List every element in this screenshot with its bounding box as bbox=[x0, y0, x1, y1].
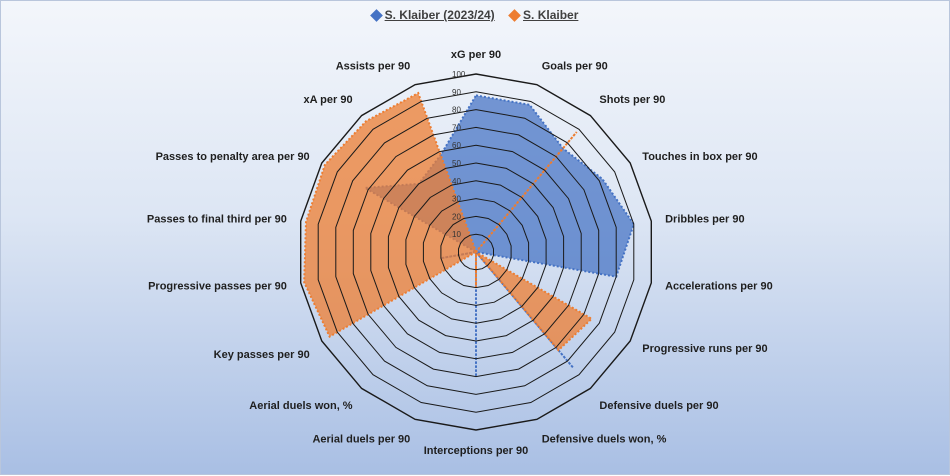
axis-label-18: Assists per 90 bbox=[336, 61, 411, 73]
tick-label-40: 40 bbox=[452, 177, 461, 186]
tick-label-20: 20 bbox=[452, 212, 461, 221]
grid-ring-80 bbox=[335, 109, 617, 395]
legend-item-series-2[interactable]: S. Klaiber bbox=[508, 8, 579, 22]
legend-label-series-2: S. Klaiber bbox=[523, 8, 579, 22]
tick-label-100: 100 bbox=[452, 70, 466, 79]
axis-label-5: Dribbles per 90 bbox=[665, 214, 744, 226]
axis-label-3: Shots per 90 bbox=[599, 94, 665, 106]
grid-ring-60 bbox=[370, 144, 582, 360]
axis-label-7: Progressive runs per 90 bbox=[642, 343, 767, 355]
grid-ring-40 bbox=[405, 180, 547, 324]
axis-label-13: Key passes per 90 bbox=[214, 349, 310, 361]
tick-label-90: 90 bbox=[452, 88, 461, 97]
axis-label-10: Interceptions per 90 bbox=[424, 445, 529, 457]
axis-label-6: Accelerations per 90 bbox=[665, 280, 773, 292]
axis-label-12: Aerial duels won, % bbox=[249, 400, 353, 412]
axis-label-17: xA per 90 bbox=[303, 94, 352, 106]
grid-ring-100 bbox=[300, 73, 652, 431]
grid-ring-90 bbox=[317, 91, 635, 413]
axis-label-11: Aerial duels per 90 bbox=[312, 433, 410, 445]
tick-label-30: 30 bbox=[452, 195, 461, 204]
tick-label-70: 70 bbox=[452, 123, 461, 132]
axis-label-2: Goals per 90 bbox=[542, 61, 608, 73]
legend-item-series-1[interactable]: S. Klaiber (2023/24) bbox=[369, 8, 495, 22]
axis-label-1: xG per 90 bbox=[451, 49, 501, 61]
tick-label-60: 60 bbox=[452, 141, 461, 150]
axis-label-9: Defensive duels won, % bbox=[542, 433, 667, 445]
legend-label-series-1: S. Klaiber (2023/24) bbox=[384, 8, 495, 22]
axis-label-14: Progressive passes per 90 bbox=[148, 280, 287, 292]
tick-label-10: 10 bbox=[452, 230, 461, 239]
axis-label-15: Passes to final third per 90 bbox=[147, 214, 287, 226]
tick-label-80: 80 bbox=[452, 106, 461, 115]
axis-label-16: Passes to penalty area per 90 bbox=[156, 151, 310, 163]
tick-label-50: 50 bbox=[452, 159, 461, 168]
legend: S. Klaiber (2023/24) S. Klaiber bbox=[1, 8, 949, 23]
grid-ring-20 bbox=[440, 215, 512, 289]
grid-ring-70 bbox=[352, 126, 600, 378]
axis-label-4: Touches in box per 90 bbox=[642, 151, 757, 163]
grid-ring-50 bbox=[387, 162, 565, 342]
axis-label-8: Defensive duels per 90 bbox=[599, 400, 718, 412]
grid-ring-10 bbox=[458, 233, 494, 271]
grid-ring-30 bbox=[422, 198, 530, 306]
